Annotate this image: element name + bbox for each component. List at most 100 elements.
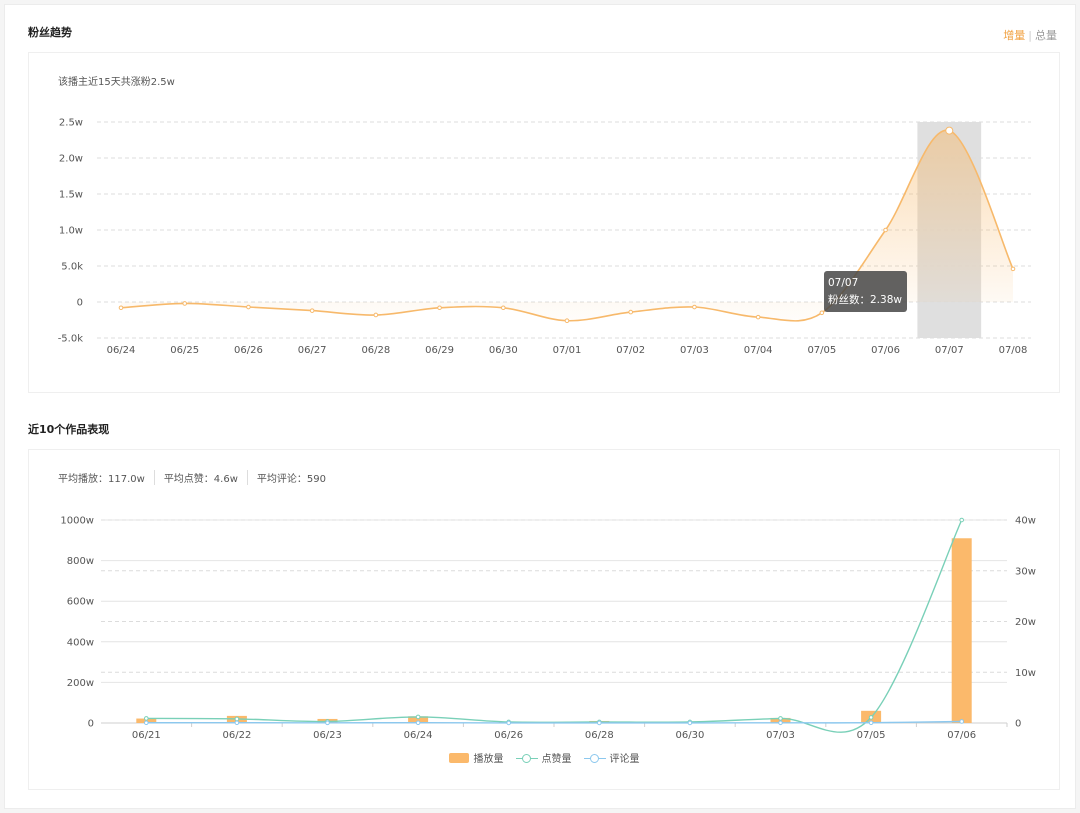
stat-avg-plays: 平均播放：117.0w — [58, 474, 145, 485]
legend-label: 点赞量 — [541, 754, 572, 765]
comments-line — [146, 720, 962, 724]
x-tick-label: 06/24 — [404, 730, 433, 741]
x-tick-label: 06/23 — [313, 730, 342, 741]
x-tick-label: 07/05 — [857, 730, 886, 741]
fans-point — [500, 305, 506, 311]
x-tick-label: 07/06 — [871, 345, 900, 356]
legend-item-plays[interactable]: 播放量 — [448, 750, 504, 765]
likes-line — [146, 519, 963, 733]
works-performance-chart: 0 200w 400w 600w 800w 1000w 0 10w 20w 30w 40w 06/21… — [60, 516, 1036, 742]
y-left-tick-label: 400w — [67, 637, 94, 648]
likes-point — [959, 517, 965, 523]
y-tick-label: 1.0w — [59, 226, 83, 237]
x-tick-label: 06/28 — [361, 345, 390, 356]
fans-area — [121, 130, 1013, 321]
x-tick-label: 06/26 — [234, 345, 263, 356]
x-tick-label: 06/28 — [585, 730, 614, 741]
y-left-tick-label: 200w — [67, 678, 94, 689]
y-right-tick-label: 10w — [1015, 668, 1036, 679]
fans-point — [564, 318, 570, 324]
y-tick-label: 0 — [77, 298, 83, 309]
x-tick-label: 06/30 — [675, 730, 704, 741]
legend-item-comments[interactable]: 评论量 — [583, 750, 640, 765]
comments-point — [778, 720, 783, 726]
fans-line — [120, 129, 1014, 322]
fans-point — [309, 308, 315, 313]
toggle-total[interactable]: 总量 — [1035, 29, 1057, 42]
y-tick-label: 2.0w — [59, 154, 83, 165]
fans-point — [373, 312, 379, 318]
x-tick-label: 07/06 — [947, 730, 976, 741]
y-right-tick-label: 40w — [1015, 516, 1036, 527]
y-tick-label: -5.0k — [58, 334, 84, 345]
x-tick-label: 07/08 — [999, 345, 1028, 356]
legend-label: 播放量 — [473, 754, 504, 765]
legend-label: 评论量 — [609, 754, 640, 765]
fans-point — [182, 301, 188, 306]
page-panel: 粉丝趋势 增量 | 总量 该播主近15天共涨粉2.5w -5.0k 0 5.0k 1.0w… — [4, 4, 1076, 809]
likes-point — [778, 716, 783, 721]
likes-point — [144, 716, 149, 721]
comments-point — [597, 720, 602, 726]
y-left-tick-label: 1000w — [60, 516, 94, 527]
chart-legend: 播放量 点赞量 评论量 — [29, 750, 1059, 765]
comments-point — [325, 720, 330, 726]
plays-swatch — [448, 752, 469, 763]
plays-bar — [951, 538, 972, 723]
chart-tooltip: 07/07 粉丝数：2.38w — [824, 271, 907, 312]
toggle-increment[interactable]: 增量 — [1003, 29, 1026, 42]
works-stats: 平均播放：117.0w 平均点赞：4.6w 平均评论：590 — [58, 470, 335, 485]
x-tick-label: 07/02 — [616, 345, 645, 356]
works-section-title: 近10个作品表现 — [28, 423, 110, 436]
x-tick-label: 07/05 — [807, 345, 836, 356]
x-tick-label: 07/03 — [680, 345, 709, 356]
likes-swatch — [515, 753, 538, 763]
comments-point — [959, 719, 965, 724]
likes-point — [415, 714, 421, 720]
fans-point — [628, 309, 634, 315]
fans-point — [692, 304, 697, 310]
fans-point — [883, 227, 888, 233]
fans-point — [755, 314, 761, 320]
y-tick-label: 2.5w — [59, 118, 83, 129]
fans-point — [437, 305, 442, 311]
plays-bar — [408, 716, 429, 723]
fans-trend-chart: -5.0k 0 5.0k 1.0w 1.5w 2.0w 2.5w 06/24 06/25 06/2… — [58, 118, 1031, 356]
x-tick-label: 06/26 — [494, 730, 523, 741]
toggle-separator: | — [1028, 29, 1032, 42]
x-tick-label: 06/29 — [425, 345, 454, 356]
x-tick-label: 06/21 — [132, 730, 161, 741]
comments-point — [687, 720, 693, 726]
fans-point — [1010, 266, 1016, 272]
fans-point — [118, 305, 124, 311]
fans-chart-card: 该播主近15天共涨粉2.5w -5.0k 0 5.0k 1.0w 1.5w 2.0w 2.5… — [28, 52, 1060, 393]
tooltip-date: 07/07 — [828, 277, 859, 289]
comments-point — [506, 720, 512, 726]
comments-point — [868, 720, 874, 726]
comments-point — [234, 720, 240, 726]
y-left-tick-label: 600w — [67, 597, 94, 608]
fans-point — [819, 310, 825, 316]
y-left-tick-label: 0 — [88, 719, 94, 730]
legend-item-likes[interactable]: 点赞量 — [515, 750, 572, 765]
x-tick-label: 07/07 — [935, 345, 964, 356]
x-tick-label: 06/25 — [170, 345, 199, 356]
x-tick-label: 07/01 — [553, 345, 582, 356]
y-right-tick-label: 0 — [1015, 719, 1021, 730]
fans-point — [945, 126, 954, 135]
y-left-tick-label: 800w — [67, 556, 94, 567]
x-tick-label: 06/22 — [222, 730, 251, 741]
x-tick-label: 07/04 — [744, 345, 773, 356]
y-tick-label: 1.5w — [59, 190, 83, 201]
x-tick-label: 06/27 — [298, 345, 327, 356]
fans-point — [246, 304, 251, 310]
comments-point — [144, 720, 149, 726]
tooltip-value: 粉丝数：2.38w — [828, 294, 902, 306]
fans-section-title: 粉丝趋势 — [28, 26, 72, 39]
comments-swatch — [583, 753, 606, 763]
stat-avg-likes: 平均点赞：4.6w — [153, 470, 247, 485]
stat-avg-comments: 平均评论：590 — [246, 470, 335, 485]
view-toggle: 增量 | 总量 — [1003, 27, 1057, 43]
y-right-tick-label: 20w — [1015, 617, 1036, 628]
x-tick-label: 06/24 — [107, 345, 136, 356]
